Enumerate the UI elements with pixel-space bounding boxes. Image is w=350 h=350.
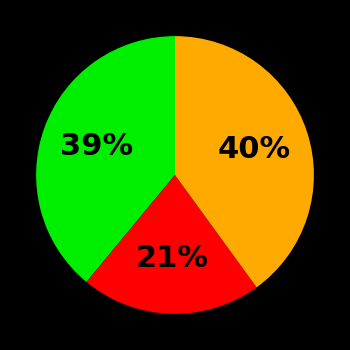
- Text: 21%: 21%: [136, 244, 209, 273]
- Wedge shape: [175, 36, 314, 287]
- Text: 39%: 39%: [60, 132, 133, 161]
- Wedge shape: [36, 36, 175, 282]
- Wedge shape: [86, 175, 257, 314]
- Text: 40%: 40%: [218, 135, 291, 164]
